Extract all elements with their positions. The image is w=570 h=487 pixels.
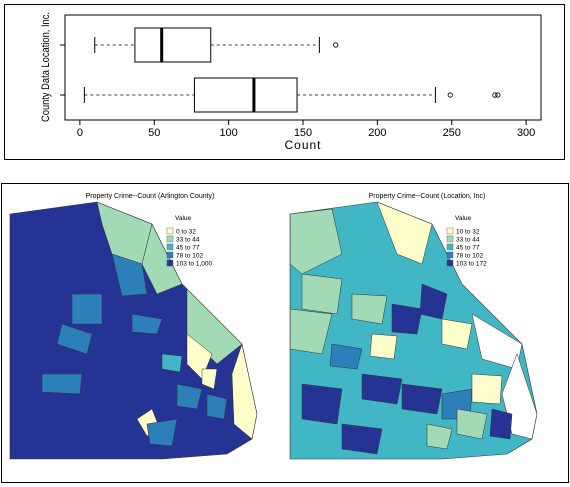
legend-swatch <box>446 259 454 267</box>
legend-swatch <box>446 243 454 251</box>
y-category-labels: County Data Location, Inc. <box>40 12 52 122</box>
outlier-point <box>492 92 498 98</box>
legend-label: 33 to 44 <box>456 237 480 244</box>
legend-label: 103 to 172 <box>456 261 487 268</box>
legend-label: 45 to 77 <box>176 245 200 252</box>
outlier-point <box>333 42 339 48</box>
legend-swatch <box>166 235 174 243</box>
legend-swatch <box>166 259 174 267</box>
outlier-point <box>495 92 501 98</box>
x-tick-label: 200 <box>368 127 386 139</box>
legend-swatch <box>446 251 454 259</box>
legend-label: 78 to 102 <box>456 253 483 260</box>
map-title: Property Crime--Count (Arlington County) <box>86 193 215 200</box>
iqr-box <box>193 77 298 113</box>
legend-swatch <box>446 227 454 235</box>
x-tick-label: 300 <box>517 127 535 139</box>
legend-swatch <box>166 243 174 251</box>
x-axis-label: Count <box>284 138 321 152</box>
x-tick-label: 100 <box>219 127 237 139</box>
legend-label: 33 to 44 <box>176 237 200 244</box>
outlier-point <box>447 92 453 98</box>
iqr-box <box>134 27 212 63</box>
legend-label: 0 to 32 <box>176 229 196 236</box>
legend-swatch <box>446 235 454 243</box>
box-location-inc <box>94 27 339 63</box>
legend-swatch <box>166 251 174 259</box>
legend-label: 103 to 1,000 <box>176 261 213 268</box>
boxplot-panel: 0 50 100 150 200 250 300 County Data Location,… <box>4 4 565 160</box>
box-county-data <box>83 77 501 113</box>
legend-swatch <box>166 227 174 235</box>
legend-label: 10 to 32 <box>456 229 480 236</box>
choropleth-maps: Property Crime--Count (Arlington County) <box>9 193 538 460</box>
legend-label: 78 to 102 <box>176 253 203 260</box>
maps-panel: Property Crime--Count (Arlington County) <box>1 183 569 483</box>
x-tick-label: 150 <box>294 127 312 139</box>
x-tick-label: 50 <box>148 127 160 139</box>
legend-title: Value <box>455 215 472 222</box>
map-location-inc: Property Crime--Count (Location, Inc) <box>289 193 538 460</box>
map-arlington-county: Property Crime--Count (Arlington County) <box>9 193 258 460</box>
legend-title: Value <box>175 215 192 222</box>
boxplot-chart: 0 50 100 150 200 250 300 County Data Location,… <box>40 12 542 152</box>
x-tick-label: 250 <box>443 127 461 139</box>
legend-label: 45 to 77 <box>456 245 480 252</box>
map-title: Property Crime--Count (Location, Inc) <box>369 193 486 200</box>
x-tick-label: 0 <box>77 127 83 139</box>
